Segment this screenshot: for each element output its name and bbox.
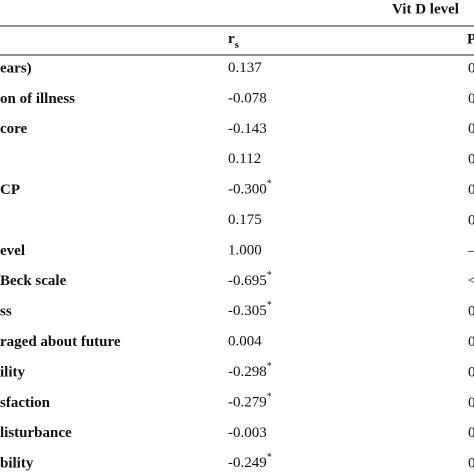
- significance: *: [267, 300, 272, 311]
- row-label: sfaction: [0, 395, 51, 411]
- rs-value: 1.000: [228, 243, 262, 259]
- rs-value: 0.004: [228, 334, 262, 350]
- rs-value: -0.695: [228, 273, 267, 289]
- rs-cell: 0.004: [228, 334, 262, 350]
- rs-value: -0.143: [228, 121, 267, 137]
- row-label: on of illness: [0, 91, 75, 107]
- p-cell: 0: [468, 152, 474, 168]
- group-header: Vit D level: [392, 1, 459, 17]
- significance: *: [267, 452, 272, 463]
- p-cell: –: [467, 243, 474, 259]
- significance: *: [267, 270, 272, 281]
- rs-value: -0.300: [228, 182, 267, 198]
- p-cell: 0: [468, 91, 474, 107]
- p-cell: 0: [468, 456, 474, 472]
- rs-value: -0.298: [228, 364, 267, 380]
- p-cell: 0: [468, 121, 474, 137]
- row-label: ility: [0, 364, 25, 380]
- rs-cell: 0.137: [228, 60, 262, 76]
- column-header: P: [467, 31, 474, 47]
- rs-value: -0.305: [228, 304, 267, 320]
- rs-value: -0.249: [228, 456, 267, 472]
- rs-cell: -0.143: [228, 121, 267, 137]
- rs-cell: -0.279*: [228, 392, 272, 411]
- p-cell: 0: [468, 182, 474, 198]
- rs-cell: 1.000: [228, 243, 262, 259]
- rs-cell: -0.003: [228, 425, 267, 441]
- rs-value: 0.112: [228, 152, 261, 168]
- row-label: CP: [0, 182, 20, 198]
- rs-cell: -0.300*: [228, 179, 272, 198]
- row-label: listurbance: [0, 425, 72, 441]
- rs-header: r: [228, 31, 235, 47]
- rs-subscript: s: [235, 39, 240, 51]
- p-cell: 0: [468, 395, 474, 411]
- rs-value: 0.137: [228, 60, 262, 76]
- significance: *: [267, 179, 272, 190]
- rs-cell: 0.175: [228, 212, 262, 228]
- row-label: ears): [0, 60, 32, 76]
- row-label: ss: [0, 304, 12, 320]
- p-cell: 0: [468, 334, 474, 350]
- p-cell: 0: [468, 425, 474, 441]
- significance: *: [267, 392, 272, 403]
- rs-value: 0.175: [228, 212, 262, 228]
- row-label: bility: [0, 456, 34, 472]
- significance: *: [267, 361, 272, 372]
- rs-cell: 0.112: [228, 152, 261, 168]
- rs-cell: -0.695*: [228, 270, 272, 289]
- p-cell: 0: [468, 60, 474, 76]
- rs-value: -0.003: [228, 425, 267, 441]
- rs-cell: -0.078: [228, 91, 267, 107]
- column-header: rs: [228, 31, 240, 50]
- rs-cell: -0.298*: [228, 361, 272, 380]
- p-cell: 0: [468, 364, 474, 380]
- row-label: core: [0, 121, 28, 137]
- p-cell: 0: [468, 304, 474, 320]
- rs-cell: -0.249*: [228, 452, 272, 471]
- rs-value: -0.279: [228, 395, 267, 411]
- row-label: evel: [0, 243, 25, 259]
- p-cell: 0: [468, 212, 474, 228]
- rs-value: -0.078: [228, 91, 267, 107]
- row-label: Beck scale: [0, 273, 67, 289]
- rs-cell: -0.305*: [228, 300, 272, 319]
- row-label: raged about future: [0, 334, 121, 350]
- p-cell: <: [468, 273, 474, 289]
